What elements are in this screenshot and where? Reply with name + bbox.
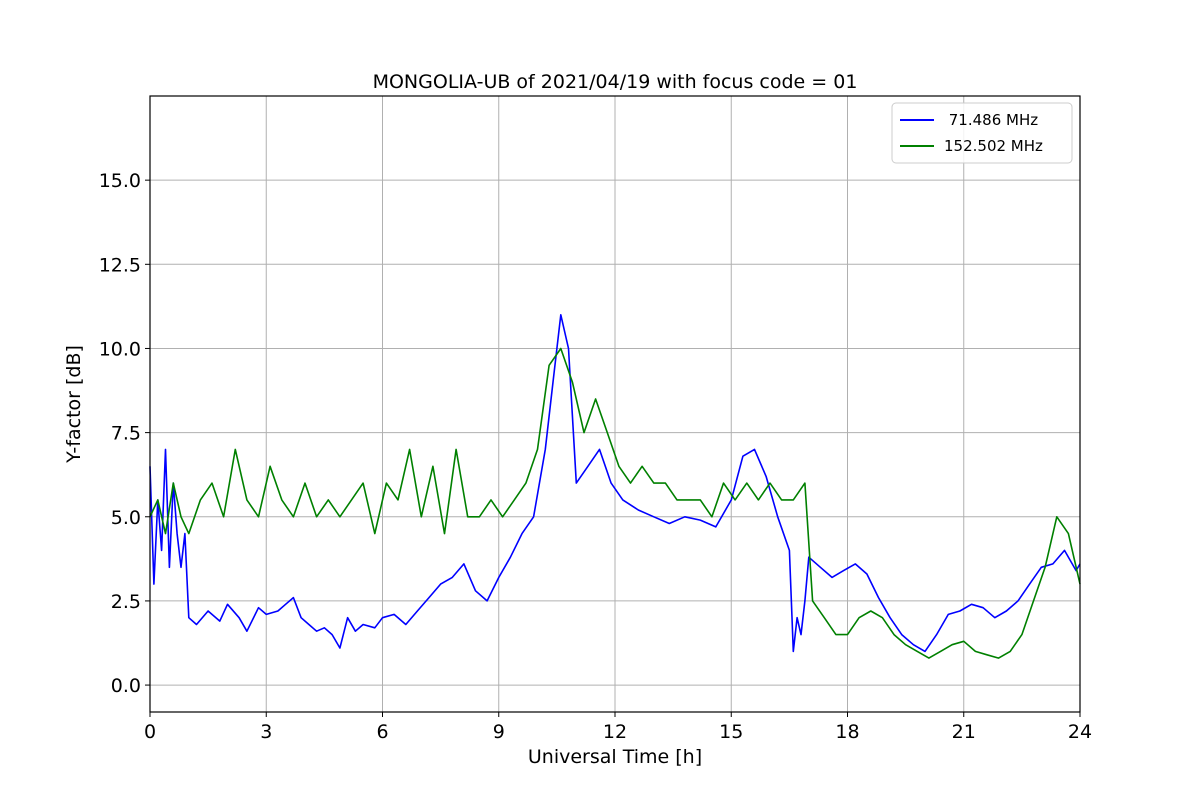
x-tick-label: 12 [603, 721, 627, 743]
x-tick-label: 15 [719, 721, 743, 743]
series-line-1 [149, 347, 1081, 659]
y-axis: 0.0 2.5 5.0 7.5 10.0 12.5 15.0 [99, 170, 150, 697]
legend-box [891, 102, 1073, 164]
y-tick-label: 7.5 [111, 423, 141, 445]
legend: 71.486 MHz 152.502 MHz [891, 102, 1073, 164]
x-tick-label: 3 [260, 721, 272, 743]
y-tick-label: 12.5 [99, 254, 141, 276]
y-tick-label: 5.0 [111, 507, 141, 529]
x-tick-label: 9 [493, 721, 505, 743]
y-axis-label: Y-factor [dB] [63, 345, 85, 464]
x-tick-label: 0 [144, 721, 156, 743]
x-tick-label: 21 [952, 721, 976, 743]
chart-title: MONGOLIA-UB of 2021/04/19 with focus cod… [373, 71, 858, 93]
x-tick-label: 24 [1068, 721, 1092, 743]
y-tick-label: 2.5 [111, 591, 141, 613]
y-tick-label: 10.0 [99, 338, 141, 360]
y-tick-label: 15.0 [99, 170, 141, 192]
series-layer [149, 313, 1081, 659]
legend-label-71: 71.486 MHz [944, 111, 1038, 129]
x-tick-label: 6 [376, 721, 388, 743]
y-tick-label: 0.0 [111, 675, 141, 697]
x-axis-label: Universal Time [h] [528, 746, 702, 768]
series-line-0 [149, 313, 1081, 653]
x-tick-label: 18 [835, 721, 859, 743]
legend-label-152: 152.502 MHz [944, 137, 1043, 155]
x-axis: 0 3 6 9 12 15 18 21 24 [144, 712, 1092, 743]
